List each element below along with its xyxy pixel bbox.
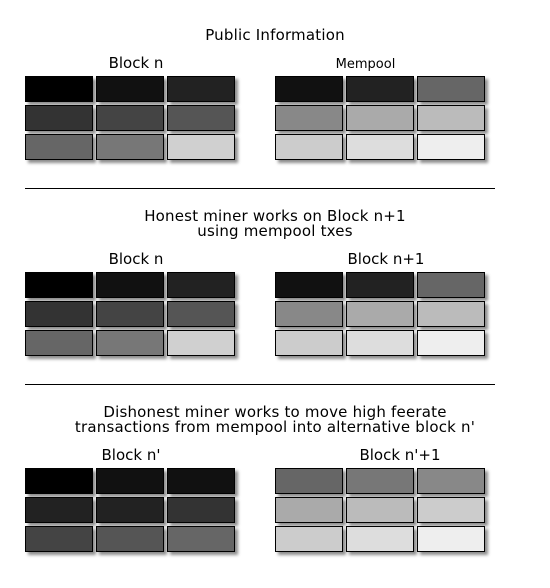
transaction-cell <box>25 330 93 356</box>
transaction-cell <box>25 497 93 523</box>
transaction-cell <box>417 76 485 102</box>
transaction-cell <box>96 497 164 523</box>
transaction-cell <box>167 301 235 327</box>
block-grid-left <box>25 76 237 162</box>
heading-line-1: Dishonest miner works to move high feera… <box>103 403 447 421</box>
transaction-cell <box>25 134 93 160</box>
section-heading: Public Information <box>0 28 550 43</box>
transaction-cell <box>167 526 235 552</box>
transaction-cell <box>167 134 235 160</box>
transaction-cell <box>96 330 164 356</box>
block-grid-left <box>25 468 237 554</box>
transaction-cell <box>25 272 93 298</box>
block-grid-right <box>275 76 487 162</box>
block-title-left: Block n <box>108 250 164 268</box>
transaction-cell <box>417 105 485 131</box>
transaction-cell <box>25 468 93 494</box>
block-title-right: Block n+1 <box>347 250 425 268</box>
transaction-cell <box>346 468 414 494</box>
transaction-cell <box>167 105 235 131</box>
transaction-cell <box>275 330 343 356</box>
transaction-cell <box>275 301 343 327</box>
heading-line-1: Public Information <box>205 26 345 44</box>
transaction-cell <box>417 526 485 552</box>
transaction-cell <box>96 526 164 552</box>
transaction-cell <box>167 272 235 298</box>
transaction-cell <box>167 330 235 356</box>
transaction-cell <box>346 105 414 131</box>
transaction-cell <box>275 105 343 131</box>
block-title-left: Block n' <box>101 446 161 464</box>
block-title-right: Block n'+1 <box>359 446 441 464</box>
transaction-cell <box>25 76 93 102</box>
section-divider <box>25 188 495 189</box>
transaction-cell <box>167 497 235 523</box>
transaction-cell <box>417 330 485 356</box>
transaction-cell <box>346 497 414 523</box>
transaction-cell <box>96 134 164 160</box>
transaction-cell <box>346 134 414 160</box>
transaction-cell <box>96 272 164 298</box>
heading-line-1: Honest miner works on Block n+1 <box>144 207 406 225</box>
block-title-right: Mempool <box>335 57 396 72</box>
block-grid-right <box>275 272 487 358</box>
block-grid-left <box>25 272 237 358</box>
transaction-cell <box>275 526 343 552</box>
transaction-cell <box>167 76 235 102</box>
transaction-cell <box>96 76 164 102</box>
transaction-cell <box>417 301 485 327</box>
transaction-cell <box>275 134 343 160</box>
transaction-cell <box>96 105 164 131</box>
transaction-cell <box>417 272 485 298</box>
section-heading: Honest miner works on Block n+1 using me… <box>0 209 550 239</box>
transaction-cell <box>96 301 164 327</box>
transaction-cell <box>25 526 93 552</box>
transaction-cell <box>346 526 414 552</box>
transaction-cell <box>417 497 485 523</box>
block-title-left: Block n <box>108 54 164 72</box>
transaction-cell <box>25 301 93 327</box>
heading-line-2: using mempool txes <box>197 222 353 240</box>
transaction-cell <box>275 76 343 102</box>
section-divider <box>25 384 495 385</box>
transaction-cell <box>346 76 414 102</box>
block-grid-right <box>275 468 487 554</box>
transaction-cell <box>96 468 164 494</box>
transaction-cell <box>167 468 235 494</box>
transaction-cell <box>346 272 414 298</box>
transaction-cell <box>275 468 343 494</box>
section-heading: Dishonest miner works to move high feera… <box>0 405 550 435</box>
transaction-cell <box>417 134 485 160</box>
transaction-cell <box>417 468 485 494</box>
transaction-cell <box>346 330 414 356</box>
transaction-cell <box>25 105 93 131</box>
heading-line-2: transactions from mempool into alternati… <box>74 418 476 436</box>
transaction-cell <box>275 272 343 298</box>
transaction-cell <box>346 301 414 327</box>
transaction-cell <box>275 497 343 523</box>
